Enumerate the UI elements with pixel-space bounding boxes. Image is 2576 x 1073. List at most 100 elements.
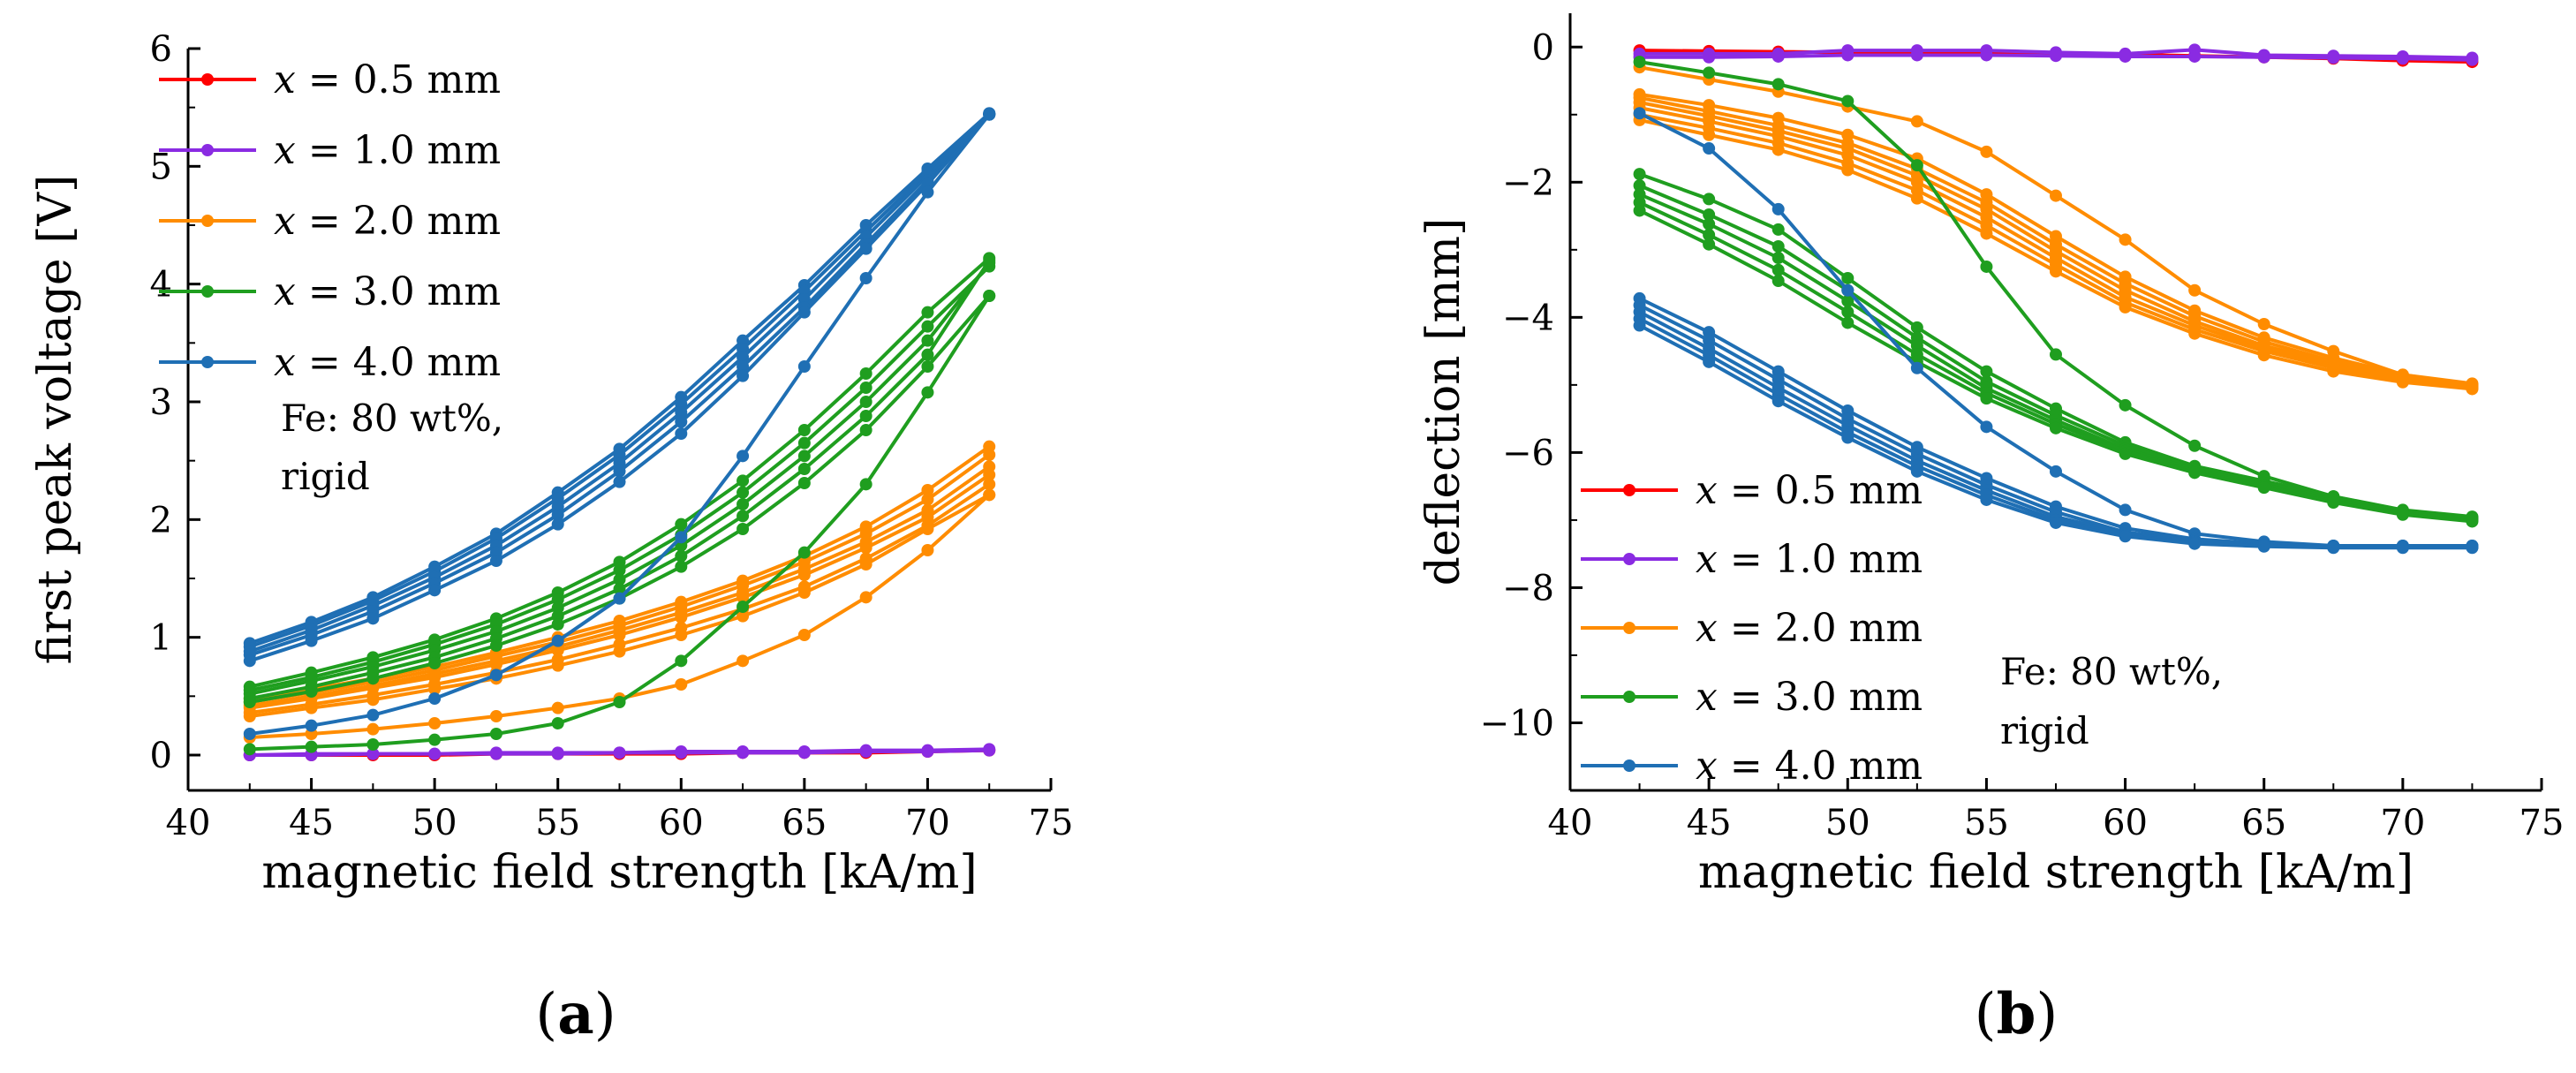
data-point [1980,365,1993,378]
legend-marker [201,215,214,227]
data-point [305,701,318,714]
data-point [983,478,996,491]
data-point [675,595,688,608]
legend-marker [1623,691,1635,703]
data-point [1980,227,1993,240]
x-axis-label: magnetic field strength [kA/m] [261,846,977,899]
data-point [1771,78,1785,91]
legend-marker [1623,484,1635,496]
data-point [1910,321,1923,334]
data-point [1703,142,1716,155]
data-point [551,747,564,760]
data-point [1703,50,1716,64]
data-point [551,618,564,631]
y-tick-label: −8 [1502,568,1554,608]
data-point [428,683,442,696]
data-point [737,654,750,668]
data-point [859,272,873,284]
legend-marker [1623,759,1635,772]
data-point [2257,540,2270,553]
y-axis-label: deflection [mm] [1417,218,1470,586]
data-point [1841,431,1855,444]
data-point [1841,283,1855,297]
data-point [2396,508,2409,521]
data-point [675,549,688,563]
data-point [613,583,626,595]
data-point [243,696,256,708]
data-point [921,523,934,535]
data-point [921,493,934,506]
data-point [737,601,750,613]
data-point [1980,49,1993,62]
data-point [2188,283,2202,297]
data-point [1703,355,1716,368]
data-point [613,563,626,577]
data-point [2257,318,2270,330]
legend-label: x = 2.0 mm [1696,606,1923,651]
data-point [1910,115,1923,128]
data-point [2050,516,2062,529]
data-point [243,743,256,756]
data-point [2119,447,2132,460]
data-point [366,722,380,736]
data-point [2466,541,2479,555]
data-point [1771,240,1785,253]
data-point [1980,260,1993,273]
y-tick-label: 0 [1532,27,1554,68]
y-tick-label: 2 [150,500,172,540]
data-point [675,629,688,641]
data-point [2396,52,2409,65]
data-point [2257,481,2270,495]
y-tick-label: 0 [150,736,172,776]
data-point [2119,300,2132,314]
x-tick-label: 55 [535,803,580,843]
x-tick-label: 75 [2519,803,2565,843]
annotation-text: rigid [281,455,370,498]
data-point [2466,382,2479,396]
data-point [921,334,934,347]
data-point [1771,49,1785,63]
data-point [243,728,256,740]
x-tick-label: 40 [166,803,211,843]
data-point [2050,49,2062,63]
data-point [2050,265,2062,278]
data-point [1841,271,1855,284]
panel-label: (b) [1975,981,2059,1047]
data-point [737,591,750,604]
data-point [1841,49,1855,62]
data-point [2050,348,2062,361]
data-point [1910,465,1923,478]
data-point [1910,361,1923,374]
data-point [489,747,502,760]
y-tick-label: 3 [150,382,172,423]
data-point [737,609,750,623]
data-point [983,254,996,267]
data-point [428,584,442,597]
x-tick-label: 70 [905,803,950,843]
x-tick-label: 40 [1548,803,1593,843]
data-point [2466,515,2479,528]
data-point [1633,56,1646,69]
x-axis-label: magnetic field strength [kA/m] [1698,846,2414,899]
panel-b: 40 45 50 55 60 65 70 75 0 −2 −4 −6 −8 −10 magnetic fie… [1417,13,2564,1047]
annotation-text: rigid [2000,709,2089,752]
data-point [1771,275,1785,288]
data-point [613,475,626,488]
data-point [921,185,934,199]
data-point [921,306,934,319]
data-point [737,574,750,587]
data-point [675,746,688,759]
data-point [1910,159,1923,172]
data-point [613,592,626,605]
legend-label: x = 1.0 mm [274,128,501,173]
data-point [613,615,626,627]
y-tick-label: 4 [150,265,172,306]
data-point [2188,466,2202,480]
data-point [1633,319,1646,332]
x-tick-label: 45 [289,803,334,843]
data-point [489,728,502,740]
x-tick-label: 65 [782,803,827,843]
data-point [2257,349,2270,362]
data-point [551,509,564,521]
